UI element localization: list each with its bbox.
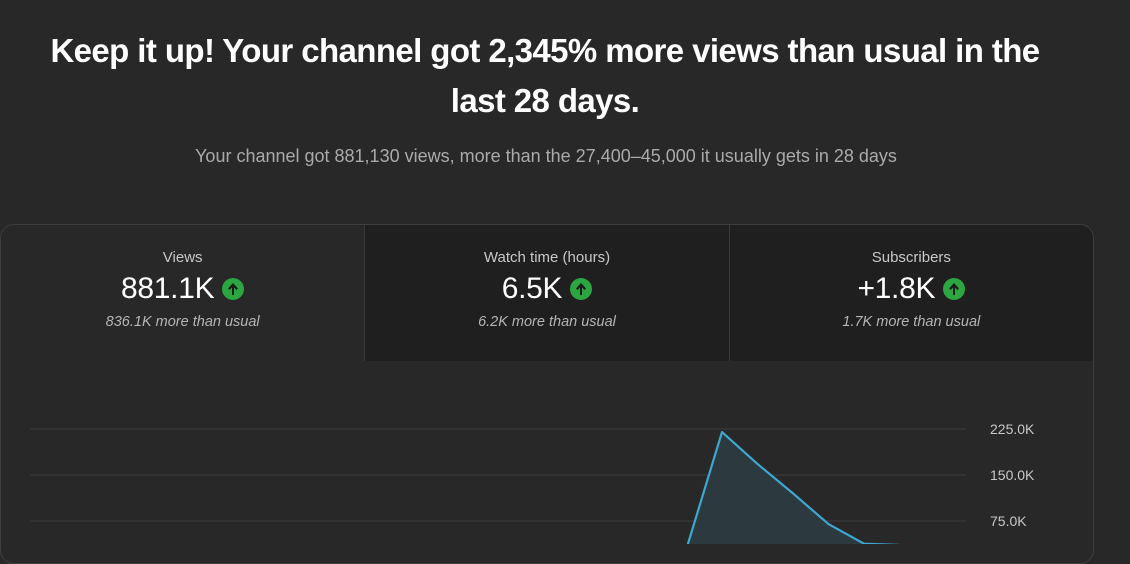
y-tick-label: 225.0K bbox=[990, 421, 1035, 437]
arrow-up-circle-icon bbox=[222, 278, 245, 300]
tab-label: Subscribers bbox=[871, 249, 951, 266]
tab-value: 6.5K bbox=[501, 272, 563, 305]
tab-label: Views bbox=[162, 249, 203, 266]
y-tick-label: 150.0K bbox=[990, 467, 1035, 483]
tab-label: Watch time (hours) bbox=[483, 249, 611, 266]
tab-subscribers[interactable]: Subscribers +1.8K 1.7K more than usual bbox=[728, 225, 1093, 361]
views-chart: 225.0K 150.0K 75.0K bbox=[30, 421, 1035, 544]
metric-tabs: Views 881.1K 836.1K more than usual Watc… bbox=[1, 225, 1093, 361]
views-line bbox=[686, 430, 900, 544]
tab-delta: 836.1K more than usual bbox=[105, 314, 260, 330]
metrics-card: Views 881.1K 836.1K more than usual Watc… bbox=[0, 224, 1094, 564]
headline: Keep it up! Your channel got 2,345% more… bbox=[50, 32, 1040, 119]
y-tick-label: 75.0K bbox=[990, 513, 1027, 529]
views-area bbox=[687, 432, 873, 544]
tab-delta: 1.7K more than usual bbox=[842, 314, 981, 330]
arrow-up-circle-icon bbox=[943, 278, 966, 300]
tab-value: +1.8K bbox=[857, 272, 936, 305]
tab-value: 881.1K bbox=[121, 272, 215, 305]
tab-delta: 6.2K more than usual bbox=[478, 314, 616, 330]
tab-views[interactable]: Views 881.1K 836.1K more than usual bbox=[1, 225, 365, 361]
tab-watch-time[interactable]: Watch time (hours) 6.5K 6.2K more than u… bbox=[364, 225, 729, 361]
subheadline: Your channel got 881,130 views, more tha… bbox=[195, 146, 897, 166]
arrow-up-circle-icon bbox=[570, 278, 593, 300]
